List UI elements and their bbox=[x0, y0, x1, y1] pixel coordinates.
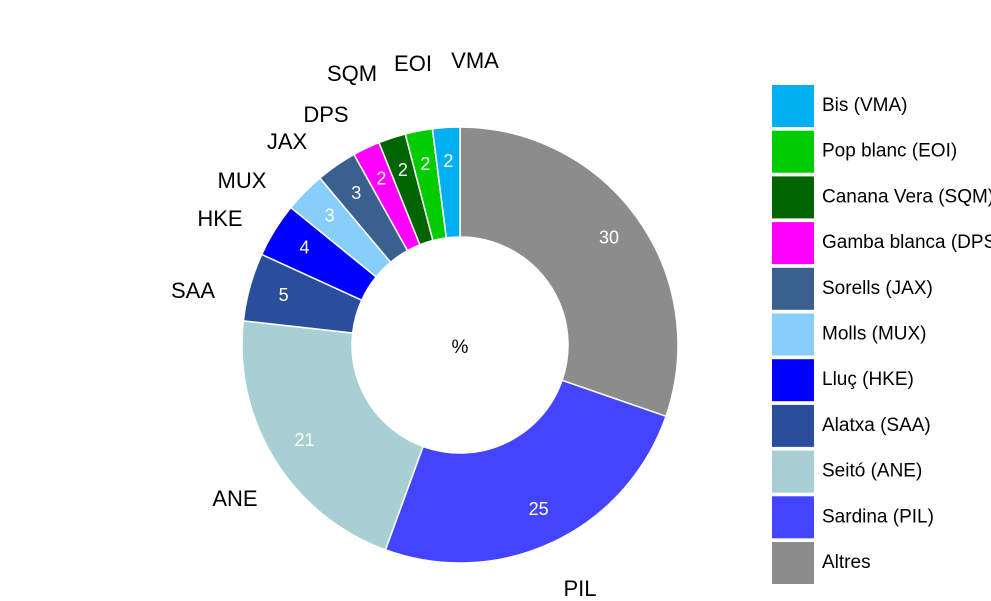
legend-label: Pop blanc (EOI) bbox=[822, 141, 957, 162]
donut-slice bbox=[241, 320, 425, 551]
legend-label: Canana Vera (SQM) bbox=[822, 186, 991, 207]
value-label: 5 bbox=[279, 285, 289, 305]
donut-slice bbox=[431, 126, 461, 239]
legend-label: Molls (MUX) bbox=[822, 324, 927, 345]
value-label: 2 bbox=[420, 154, 430, 174]
legend-swatch bbox=[772, 542, 814, 584]
legend-label: Lluç (HKE) bbox=[822, 369, 914, 390]
slice-label: PIL bbox=[563, 576, 596, 601]
value-label: 25 bbox=[529, 499, 549, 519]
slice-label: DPS bbox=[303, 102, 348, 127]
value-label: 3 bbox=[325, 205, 335, 225]
slice-label: ANE bbox=[212, 486, 257, 511]
legend-swatch bbox=[772, 176, 814, 219]
legend-swatch bbox=[772, 359, 814, 402]
value-label: 4 bbox=[299, 237, 309, 257]
slice-label: SAA bbox=[171, 278, 215, 303]
legend-label: Altres bbox=[822, 552, 871, 573]
value-label: 2 bbox=[376, 169, 386, 189]
slice-label: MUX bbox=[218, 168, 267, 193]
legend-swatch bbox=[772, 496, 814, 539]
center-label: % bbox=[452, 337, 469, 358]
legend-swatch bbox=[772, 222, 814, 265]
legend-label: Sardina (PIL) bbox=[822, 506, 934, 527]
slice-label: VMA bbox=[451, 48, 499, 73]
donut-slice bbox=[459, 126, 679, 418]
legend-label: Alatxa (SAA) bbox=[822, 415, 931, 436]
legend-label: Gamba blanca (DPS) bbox=[822, 232, 991, 253]
slice-label: SQM bbox=[327, 61, 377, 86]
value-label: 21 bbox=[294, 430, 314, 450]
legend-swatch bbox=[772, 450, 814, 493]
donut-slice bbox=[384, 379, 667, 564]
slice-label: HKE bbox=[197, 206, 242, 231]
legend-swatch bbox=[772, 313, 814, 356]
value-label: 2 bbox=[398, 160, 408, 180]
value-label: 2 bbox=[443, 151, 453, 171]
legend-label: Bis (VMA) bbox=[822, 95, 908, 116]
legend-swatch bbox=[772, 404, 814, 447]
value-label: 3 bbox=[351, 183, 361, 203]
legend-label: Seitó (ANE) bbox=[822, 461, 922, 482]
slice-label: EOI bbox=[394, 51, 432, 76]
value-label: 30 bbox=[599, 228, 619, 248]
legend-swatch bbox=[772, 130, 814, 173]
slice-label: JAX bbox=[267, 129, 308, 154]
legend-swatch bbox=[772, 85, 814, 127]
legend-swatch bbox=[772, 267, 814, 310]
legend-label: Sorells (JAX) bbox=[822, 278, 933, 299]
